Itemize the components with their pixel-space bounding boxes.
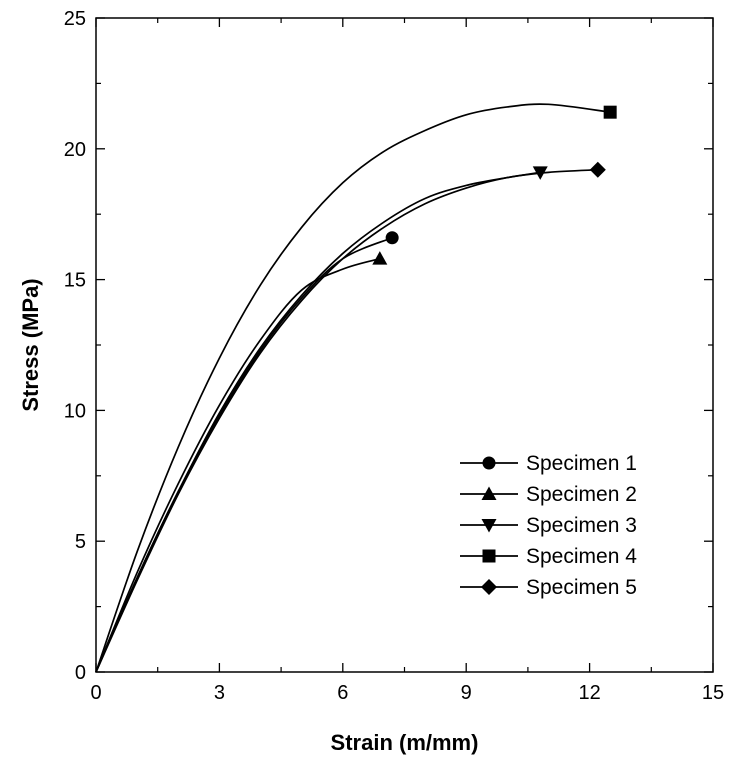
y-tick-label: 15 [64,270,86,292]
x-tick-label: 0 [90,682,101,704]
y-tick-label: 5 [75,531,86,553]
y-tick-label: 10 [64,400,86,422]
specimen-4-series [95,103,617,673]
legend-item-specimen-5-marker [481,579,497,595]
legend-item-specimen-4-marker [482,549,496,563]
specimen-3-line [95,171,541,673]
specimen-5-series [95,161,606,673]
y-tick-label: 0 [75,662,86,684]
specimen-5-end-marker [589,161,606,178]
specimen-5-line [95,168,598,673]
data-series [95,103,617,673]
legend-item-specimen-4: Specimen 4 [460,545,637,568]
x-tick-label: 12 [578,682,600,704]
y-tick-label: 20 [64,139,86,161]
specimen-4-line [95,103,611,673]
specimen-4-end-marker [603,105,617,119]
legend-item-specimen-2: Specimen 2 [460,483,637,506]
y-tick-label: 25 [64,8,86,30]
specimen-2-series [95,251,388,673]
legend: Specimen 1 Specimen 2 Specimen 3 Specimen 4… [460,452,637,599]
specimen-1-line [95,236,393,673]
x-tick-label: 9 [461,682,472,704]
x-axis-title: Strain (m/mm) [331,730,479,755]
legend-item-specimen-1: Specimen 1 [460,452,637,475]
specimen-1-end-marker [385,231,399,245]
specimen-3-series [95,166,548,673]
legend-item-specimen-3-marker [481,519,497,533]
legend-item-specimen-1-marker [482,456,496,470]
legend-item-specimen-1-label: Specimen 1 [526,452,637,475]
plot-frame [95,17,714,673]
legend-item-specimen-5: Specimen 5 [460,576,637,599]
legend-item-specimen-3-label: Specimen 3 [526,514,637,537]
y-axis-title: Stress (MPa) [18,278,43,411]
legend-item-specimen-2-label: Specimen 2 [526,483,637,506]
x-tick-label: 15 [702,682,724,704]
x-tick-label: 6 [337,682,348,704]
legend-item-specimen-2-marker [481,486,497,500]
legend-item-specimen-4-label: Specimen 4 [526,545,637,568]
x-tick-label: 3 [214,682,225,704]
specimen-2-line [95,257,381,673]
axes: 0 3 6 9 12 15 0 5 10 15 20 25 [64,8,724,704]
specimen-2-end-marker [372,251,388,265]
legend-item-specimen-5-label: Specimen 5 [526,576,637,599]
specimen-1-series [95,231,399,673]
legend-item-specimen-3: Specimen 3 [460,514,637,537]
